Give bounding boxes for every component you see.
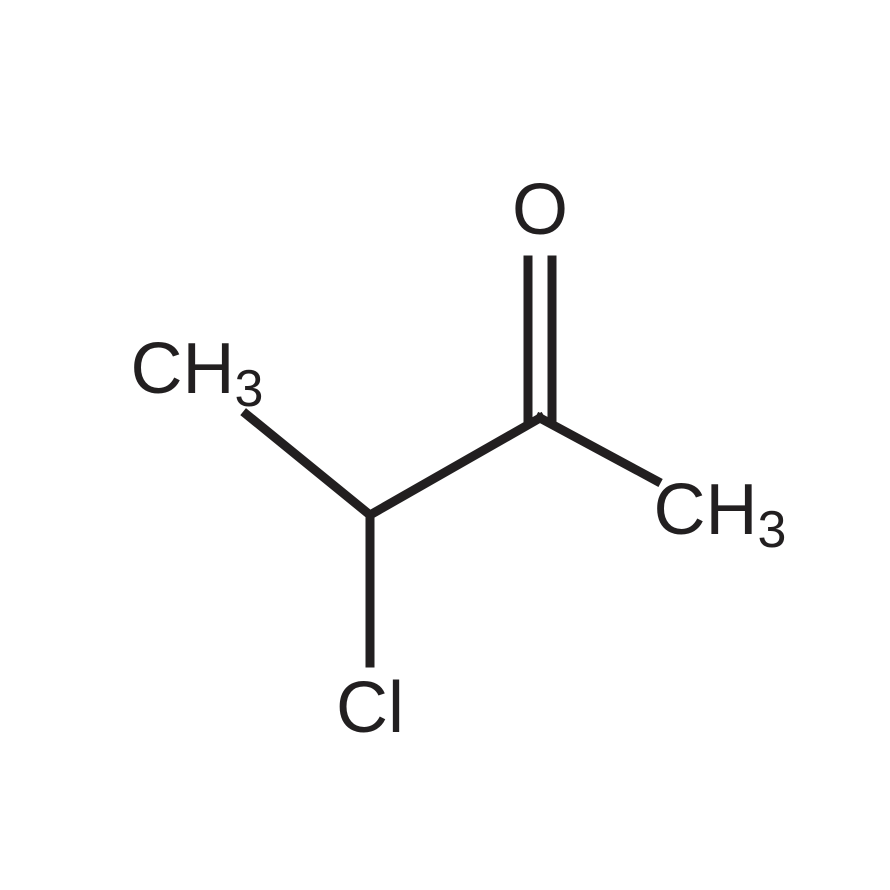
atom-label-main: Cl [336,668,404,748]
atom-label-o_top: O [512,170,568,250]
molecule-canvas: CH3CH3OCl [0,0,890,890]
atom-label-sub: 3 [235,360,264,418]
atom-label-ch3_right: CH3 [654,470,787,559]
atom-label-cl: Cl [336,668,404,748]
atom-label-main: O [512,170,568,250]
bond-line [370,418,540,515]
atom-label-main: CH [131,329,235,409]
bond-line [247,414,370,515]
atom-label-sub: 3 [758,501,787,559]
atom-label-main: CH [654,470,758,550]
bond-line [540,418,657,481]
atom-label-ch3_left: CH3 [131,329,264,418]
